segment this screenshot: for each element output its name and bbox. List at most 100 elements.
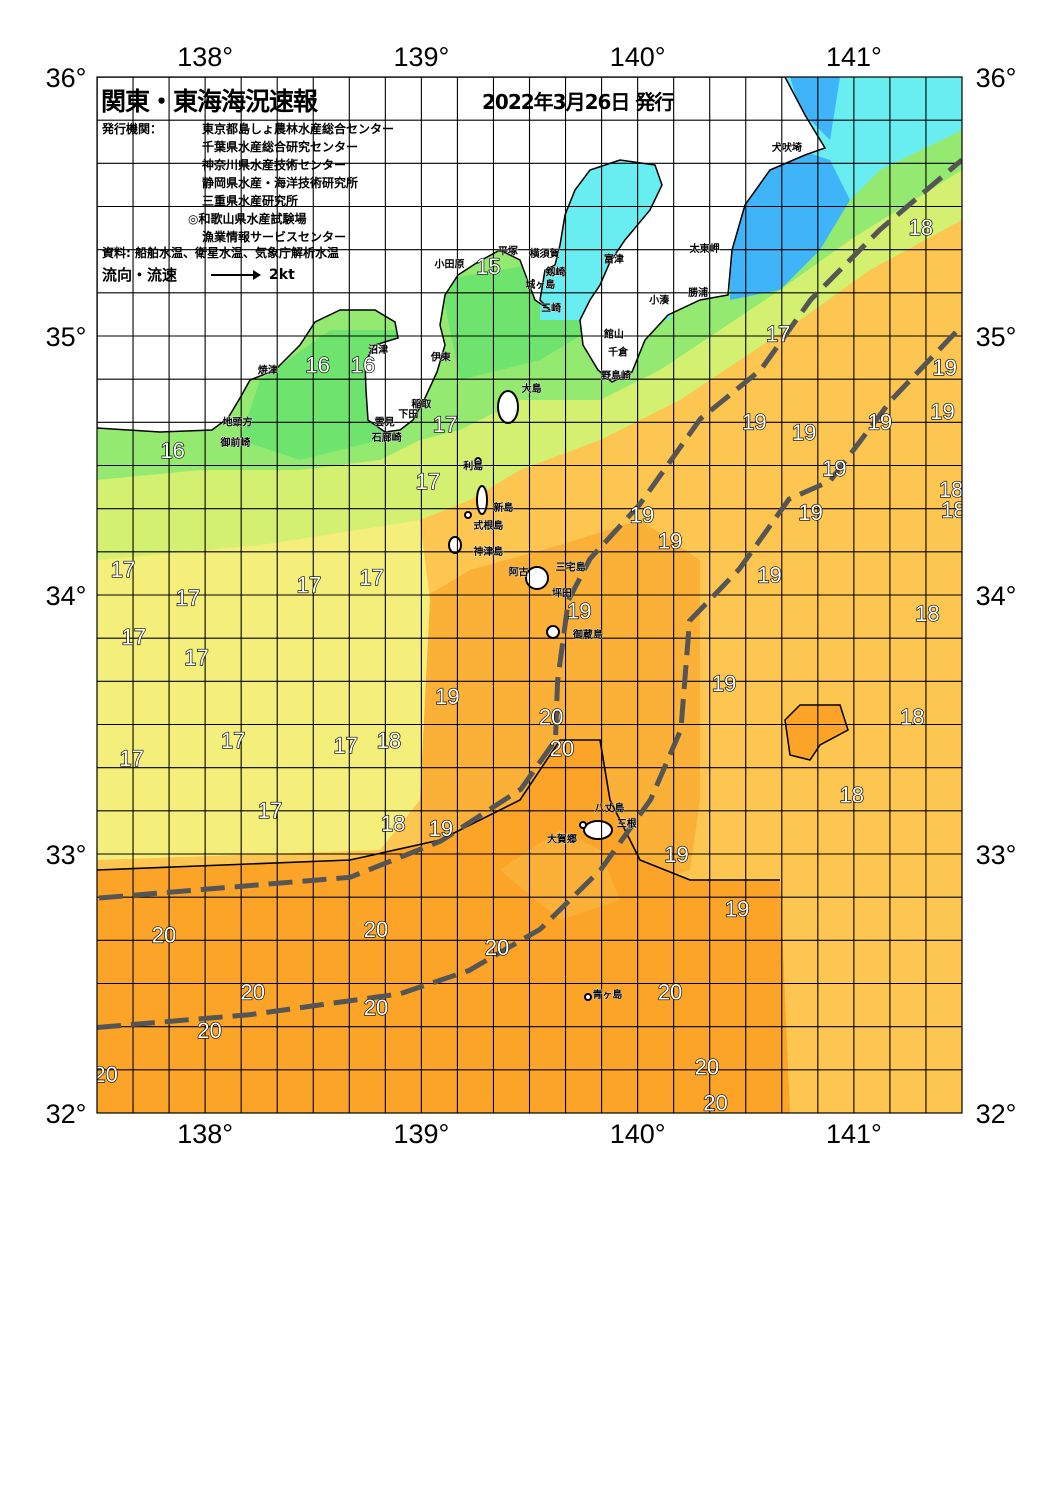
- place-label: 稲取: [411, 397, 432, 410]
- lon-tick-top: 141°: [826, 42, 882, 72]
- place-label: 坪田: [552, 586, 572, 599]
- issuer-item: 漁業情報サービスセンター: [202, 230, 347, 244]
- sst-label: 18: [939, 477, 963, 502]
- sst-label: 19: [435, 684, 459, 709]
- place-label: 犬吠埼: [772, 141, 802, 154]
- sst-label: 17: [111, 557, 135, 582]
- oshima-island: [497, 390, 519, 424]
- sst-label: 19: [725, 896, 749, 921]
- sst-label: 20: [485, 935, 509, 960]
- sst-label: 17: [184, 645, 208, 670]
- place-label: 小湊: [648, 294, 670, 307]
- sst-label: 19: [798, 500, 822, 525]
- lat-tick-left: 36°: [46, 63, 87, 93]
- sst-label: 16: [351, 352, 375, 377]
- data-source: 資料: 船舶水温、衛星水温、気象庁解析水温: [102, 246, 339, 260]
- aogashima-island: [584, 993, 592, 1001]
- lon-tick-bottom: 138°: [177, 1119, 233, 1149]
- place-label: 城ヶ島: [525, 278, 555, 291]
- issuer-label: 発行機関：: [102, 122, 163, 136]
- issuer-item: 千葉県水産総合研究センター: [202, 140, 359, 154]
- lon-tick-top: 138°: [177, 42, 233, 72]
- place-label: 沼津: [368, 343, 388, 356]
- place-label: 勝浦: [688, 286, 708, 299]
- map-frame: [96, 76, 963, 1114]
- place-label: 小田原: [433, 257, 464, 270]
- lat-tick-left: 33°: [46, 840, 87, 870]
- sst-label: 18: [909, 215, 933, 240]
- place-label: 御蔵島: [572, 628, 603, 641]
- sst-label: 19: [664, 842, 688, 867]
- sst-label: 17: [176, 586, 200, 611]
- hachijojima-island: [583, 820, 613, 840]
- legend-label: 流向・流速: [102, 266, 178, 284]
- arrow-right-icon: [211, 269, 262, 280]
- issuer-item: 東京都島しょ農林水産総合センター: [202, 122, 395, 136]
- sst-label: 18: [839, 782, 863, 807]
- sst-label: 20: [703, 1091, 727, 1116]
- lon-tick-bottom: 141°: [826, 1119, 882, 1149]
- place-label: 富津: [604, 252, 624, 265]
- lat-tick-right: 33°: [976, 840, 1017, 870]
- page-title: 関東・東海海況速報: [101, 87, 318, 116]
- issuer-list: 東京都島しょ農林水産総合センター 千葉県水産総合研究センター 神奈川県水産技術セ…: [188, 120, 394, 246]
- place-label: 野島崎: [601, 369, 631, 382]
- lon-tick-top: 139°: [393, 42, 449, 72]
- axis-labels: 138° 138° 139° 139° 140° 140° 141° 141° 36° 36° 35…: [46, 42, 1017, 1149]
- lon-tick-bottom: 140°: [610, 1119, 666, 1149]
- sst-label: 19: [930, 399, 954, 424]
- lat-tick-right: 35°: [976, 322, 1017, 352]
- sst-label: 19: [932, 355, 956, 380]
- shikinejima-island: [464, 511, 472, 519]
- sst-label: 17: [258, 798, 282, 823]
- mikurajima-island: [546, 625, 560, 639]
- place-label: 式根島: [473, 519, 503, 532]
- place-label: 下田: [398, 409, 418, 421]
- place-label: 平塚: [498, 245, 518, 258]
- sst-label: 17: [122, 624, 146, 649]
- sst-label: 17: [119, 746, 143, 771]
- place-label: 阿古: [509, 566, 529, 579]
- lon-tick-top: 140°: [610, 42, 666, 72]
- isotherm-20: [97, 739, 780, 881]
- place-label: 三宅島: [556, 561, 586, 574]
- sst-label: 19: [429, 816, 453, 841]
- kuroshio-paths: [97, 157, 962, 1031]
- sst-zone-20: [97, 740, 790, 1113]
- legend-speed: 2kt: [269, 266, 295, 283]
- issuer-item: 静岡県水産・海洋技術研究所: [202, 176, 359, 190]
- lat-lon-grid: [97, 77, 962, 1113]
- issuer-item: 三重県水産研究所: [202, 194, 299, 208]
- sst-label: 17: [433, 412, 457, 437]
- place-label: 神津島: [473, 545, 503, 558]
- sst-label: 18: [900, 705, 924, 730]
- place-label: 焼津: [258, 364, 278, 377]
- sst-label: 18: [381, 811, 405, 836]
- sst-label: 19: [742, 409, 766, 434]
- sst-label: 19: [757, 562, 781, 587]
- place-label: 剱崎: [544, 265, 565, 278]
- place-label: 横須賀: [530, 247, 560, 260]
- land-layer: [97, 77, 827, 1001]
- sst-label: 19: [567, 599, 591, 624]
- place-label: 八丈島: [594, 801, 625, 814]
- lat-tick-left: 35°: [46, 322, 87, 352]
- sst-label: 19: [712, 671, 736, 696]
- place-label: 三根: [617, 817, 637, 830]
- place-label: 御前崎: [219, 436, 250, 449]
- sst-label: 17: [416, 469, 440, 494]
- place-label: 地頭方: [223, 415, 253, 428]
- place-label: 大賀郷: [547, 832, 577, 845]
- sst-label: 20: [93, 1062, 117, 1087]
- coldest-coastal-zone: [730, 150, 850, 300]
- place-label: 大島: [522, 382, 542, 395]
- mainland: [97, 77, 827, 433]
- sst-label: 18: [915, 601, 939, 626]
- lon-tick-bottom: 139°: [393, 1119, 449, 1149]
- sst-label: 20: [539, 705, 563, 730]
- place-label: 雲見: [375, 416, 395, 428]
- sst-label: 16: [305, 352, 329, 377]
- place-label: 石廊崎: [371, 431, 402, 444]
- sst-label: 15: [476, 254, 500, 279]
